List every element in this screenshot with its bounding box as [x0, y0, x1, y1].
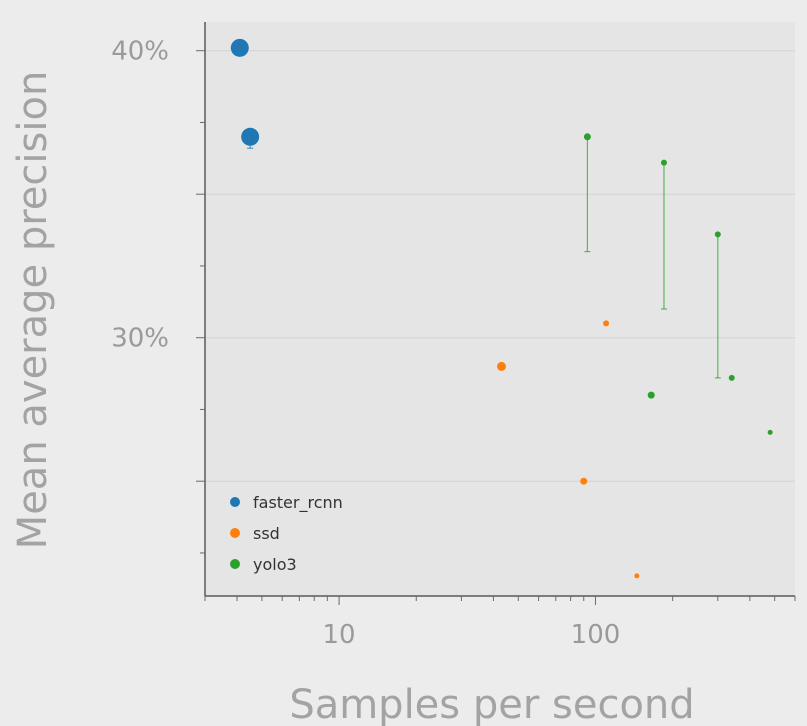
- data-points: [230, 38, 773, 579]
- x-tick-label-0: 10: [323, 620, 356, 650]
- legend-label-ssd: ssd: [253, 524, 280, 543]
- y-tick-label-0: 30%: [111, 324, 169, 354]
- plot-area: [205, 22, 795, 596]
- yolo3-point-5: [767, 429, 773, 435]
- legend-marker-yolo3: [230, 559, 240, 569]
- x-tick-label-1: 100: [571, 620, 621, 650]
- ticks: 30% 40% 10 100: [111, 37, 796, 650]
- yolo3-point-0: [583, 133, 591, 141]
- error-bars: [247, 136, 721, 379]
- yolo3-point-1: [660, 159, 667, 166]
- y-tick-label-1: 40%: [111, 37, 169, 67]
- legend-label-faster_rcnn: faster_rcnn: [253, 493, 343, 513]
- ssd-point-0: [496, 361, 506, 371]
- faster_rcnn-point-0: [230, 38, 249, 57]
- x-axis-title: Samples per second: [289, 682, 694, 726]
- axes: [204, 22, 795, 597]
- legend-label-yolo3: yolo3: [253, 555, 297, 574]
- ssd-point-3: [634, 573, 640, 579]
- yolo3-point-3: [647, 391, 655, 399]
- legend-marker-ssd: [230, 528, 240, 538]
- yolo3-point-2: [714, 231, 721, 238]
- legend-marker-faster_rcnn: [230, 497, 240, 507]
- ssd-point-1: [603, 320, 610, 327]
- faster_rcnn-point-1: [241, 127, 260, 146]
- y-axis-title: Mean average precision: [10, 71, 56, 550]
- yolo3-point-4: [728, 374, 735, 381]
- ssd-point-2: [580, 477, 588, 485]
- grid-lines: [205, 50, 795, 482]
